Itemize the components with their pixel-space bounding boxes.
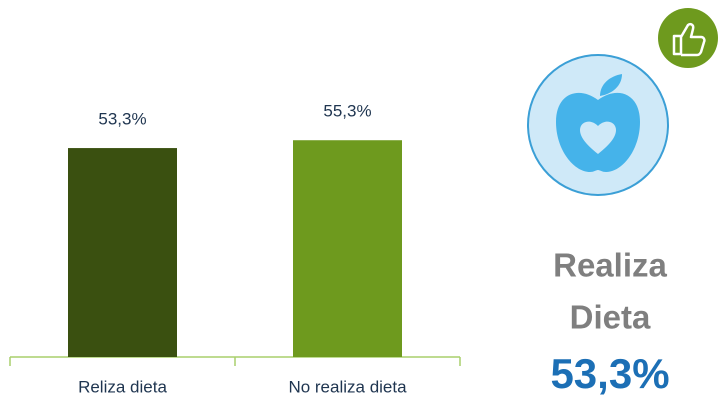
apple-icon	[527, 54, 669, 196]
side-value: 53,3%	[550, 350, 669, 397]
value-label: 55,3%	[323, 102, 371, 121]
bar	[68, 148, 177, 357]
x-tick-label: No realiza dieta	[288, 377, 407, 396]
side-label: Realiza	[553, 247, 667, 284]
x-tick-label: Reliza dieta	[78, 377, 167, 396]
side-label: Dieta	[570, 299, 651, 336]
bar	[293, 140, 402, 357]
value-label: 53,3%	[98, 110, 146, 129]
thumbs-up-badge	[658, 8, 718, 68]
